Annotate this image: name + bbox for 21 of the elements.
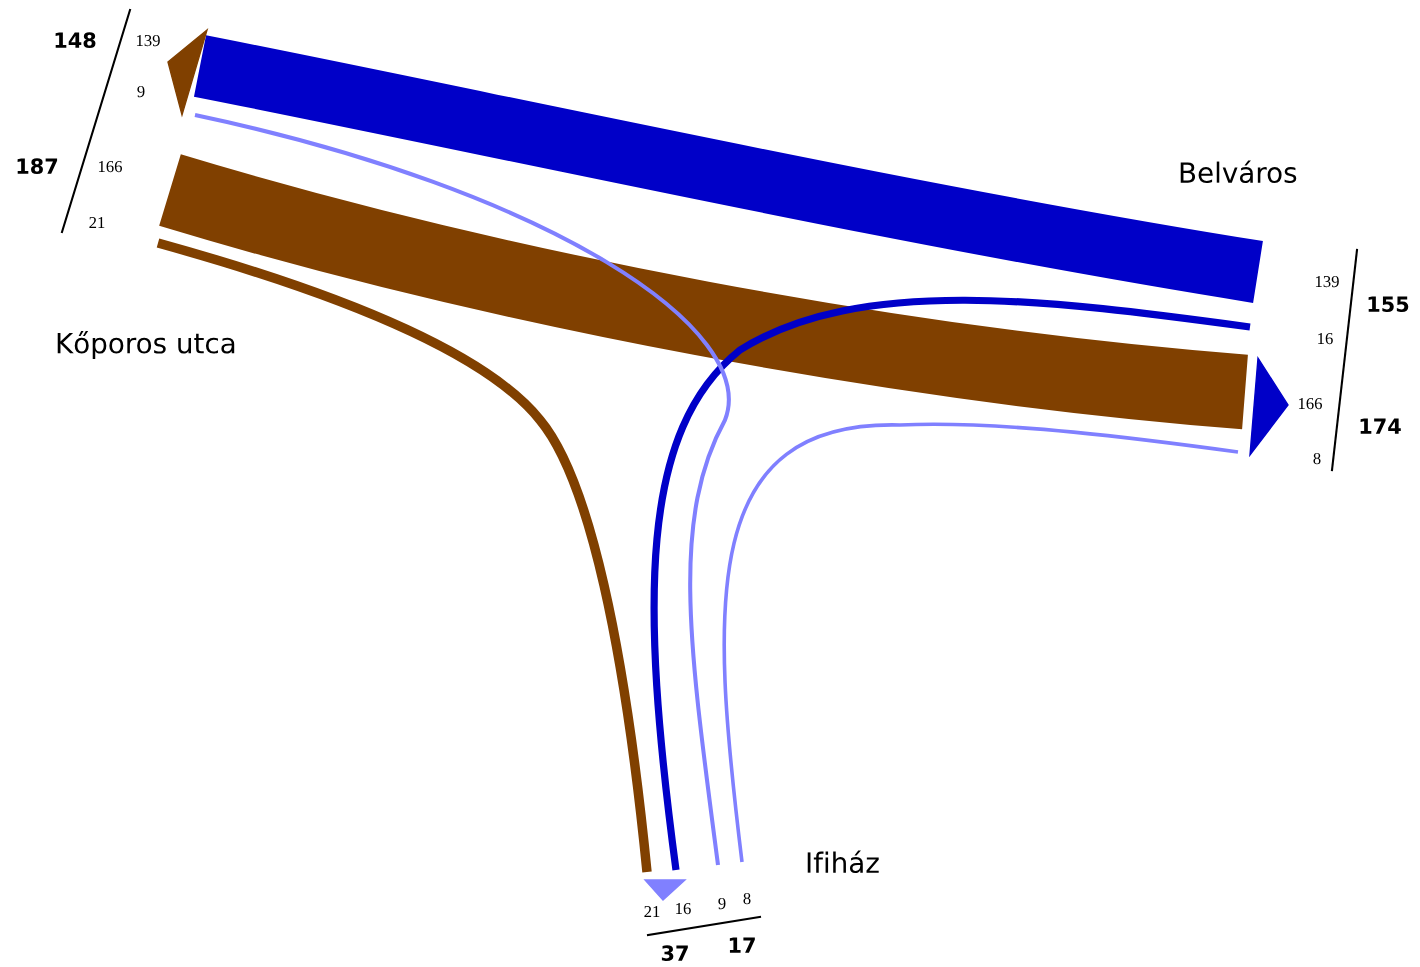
data-label: 8 <box>1313 452 1321 465</box>
text: 17 <box>729 937 755 953</box>
text: 8 <box>743 892 751 905</box>
text: 37 <box>661 945 688 962</box>
data-label: 9 <box>137 85 145 98</box>
data-label: 16 <box>676 902 691 915</box>
category-label: Kőporos utca <box>57 331 235 359</box>
category-label: Ifiház <box>807 850 879 874</box>
text: 139 <box>1315 275 1339 288</box>
text: 155 <box>1368 296 1409 313</box>
data-label: 21 <box>644 905 660 918</box>
text: 148 <box>55 32 96 49</box>
category-label: Belváros <box>1180 160 1297 184</box>
text: 9 <box>718 897 726 910</box>
data-label: 139 <box>136 34 160 47</box>
text: 21 <box>89 216 105 229</box>
text: 174 <box>1360 418 1401 434</box>
text: 166 <box>98 160 122 173</box>
text: 16 <box>1318 332 1333 345</box>
data-label: 166 <box>1298 397 1322 410</box>
text: 187 <box>17 158 58 175</box>
